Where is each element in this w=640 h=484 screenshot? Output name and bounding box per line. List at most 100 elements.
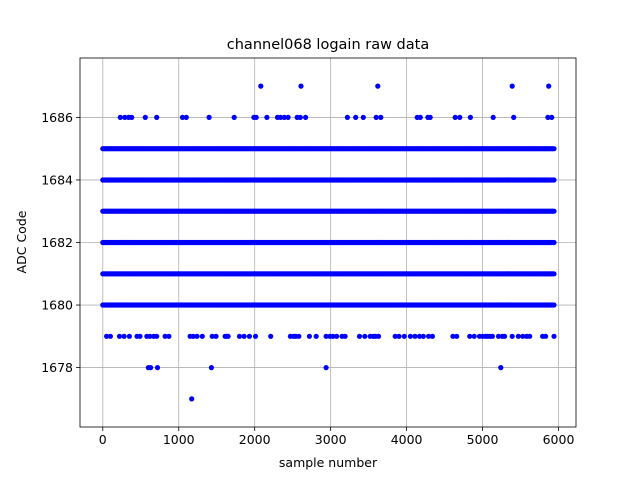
data-point	[392, 333, 398, 339]
data-point	[396, 333, 402, 339]
data-point	[281, 114, 287, 120]
data-point	[454, 333, 460, 339]
data-point	[551, 271, 557, 277]
data-point	[471, 333, 477, 339]
data-point	[427, 114, 433, 120]
data-point	[296, 333, 302, 339]
data-point	[162, 333, 168, 339]
x-tick-label: 1000	[163, 432, 195, 447]
data-point	[154, 333, 160, 339]
x-tick-label: 4000	[391, 432, 423, 447]
data-point	[104, 333, 110, 339]
data-point	[416, 333, 423, 339]
data-point	[509, 333, 515, 339]
data-point	[373, 114, 379, 120]
data-point	[429, 333, 435, 339]
x-tick-label: 5000	[467, 432, 499, 447]
x-tick-label: 0	[99, 432, 107, 447]
data-point	[206, 114, 212, 120]
data-point	[241, 333, 247, 339]
data-point	[342, 333, 348, 339]
data-point	[116, 333, 123, 339]
data-point	[306, 333, 312, 339]
data-point	[298, 83, 304, 89]
y-tick-label: 1686	[41, 110, 73, 125]
data-point	[208, 365, 214, 371]
data-point	[362, 333, 368, 339]
chart-title: channel068 logain raw data	[227, 37, 429, 53]
data-point	[543, 333, 549, 339]
data-point	[412, 333, 418, 339]
data-point	[450, 333, 456, 339]
data-point	[194, 333, 200, 339]
data-point	[129, 114, 135, 120]
data-point	[190, 333, 196, 339]
data-point	[490, 114, 496, 120]
data-point	[520, 333, 526, 339]
data-point	[225, 333, 231, 339]
data-point	[546, 83, 552, 89]
data-point	[407, 333, 413, 339]
data-point	[297, 114, 303, 120]
data-point	[353, 114, 359, 120]
data-point	[323, 333, 329, 339]
data-point	[189, 396, 195, 402]
data-point	[179, 114, 186, 120]
data-point	[426, 333, 432, 339]
data-point	[551, 239, 557, 246]
y-tick-label: 1680	[41, 298, 73, 313]
data-point	[417, 114, 423, 120]
x-axis-ticks: 0 1000 2000 3000 4000 5000 6000	[99, 427, 575, 447]
x-axis-label: sample number	[279, 455, 378, 470]
data-point	[246, 333, 252, 339]
data-point	[420, 333, 426, 339]
data-point	[378, 114, 384, 120]
data-point	[356, 333, 363, 339]
data-point	[551, 302, 557, 308]
data-point	[502, 333, 508, 339]
data-point	[154, 365, 161, 371]
data-point	[495, 333, 502, 339]
data-point	[121, 333, 127, 339]
data-point	[545, 114, 551, 120]
data-point	[375, 83, 381, 89]
y-tick-label: 1684	[41, 172, 73, 187]
data-point	[375, 333, 382, 339]
data-point	[183, 114, 189, 120]
data-point	[467, 333, 473, 339]
data-point	[277, 114, 284, 120]
data-point	[401, 333, 407, 339]
x-tick-label: 6000	[543, 432, 575, 447]
x-tick-label: 2000	[239, 432, 271, 447]
x-tick-label: 3000	[315, 432, 347, 447]
data-point	[126, 333, 132, 339]
data-point	[551, 146, 557, 152]
data-point	[452, 114, 458, 120]
data-point	[551, 333, 557, 339]
data-point	[258, 83, 264, 89]
data-point	[148, 365, 154, 371]
data-point	[107, 333, 113, 339]
data-point	[236, 333, 243, 339]
y-axis-label: ADC Code	[14, 210, 29, 273]
data-point	[527, 333, 533, 339]
data-point	[511, 114, 517, 120]
data-point	[303, 114, 309, 120]
data-point	[515, 333, 521, 339]
data-point	[154, 114, 160, 120]
data-point	[360, 114, 366, 120]
data-point	[209, 333, 215, 339]
y-axis-ticks: 1678 1680 1682 1684 1686	[41, 110, 80, 375]
data-point	[330, 333, 336, 339]
data-point	[551, 177, 557, 183]
data-point	[285, 114, 291, 120]
data-point	[268, 333, 274, 339]
data-point	[199, 333, 205, 339]
y-tick-label: 1682	[41, 235, 73, 250]
data-point	[498, 365, 504, 371]
data-point	[334, 333, 340, 339]
data-point	[264, 114, 270, 120]
data-point	[344, 114, 350, 120]
data-point	[122, 114, 128, 120]
